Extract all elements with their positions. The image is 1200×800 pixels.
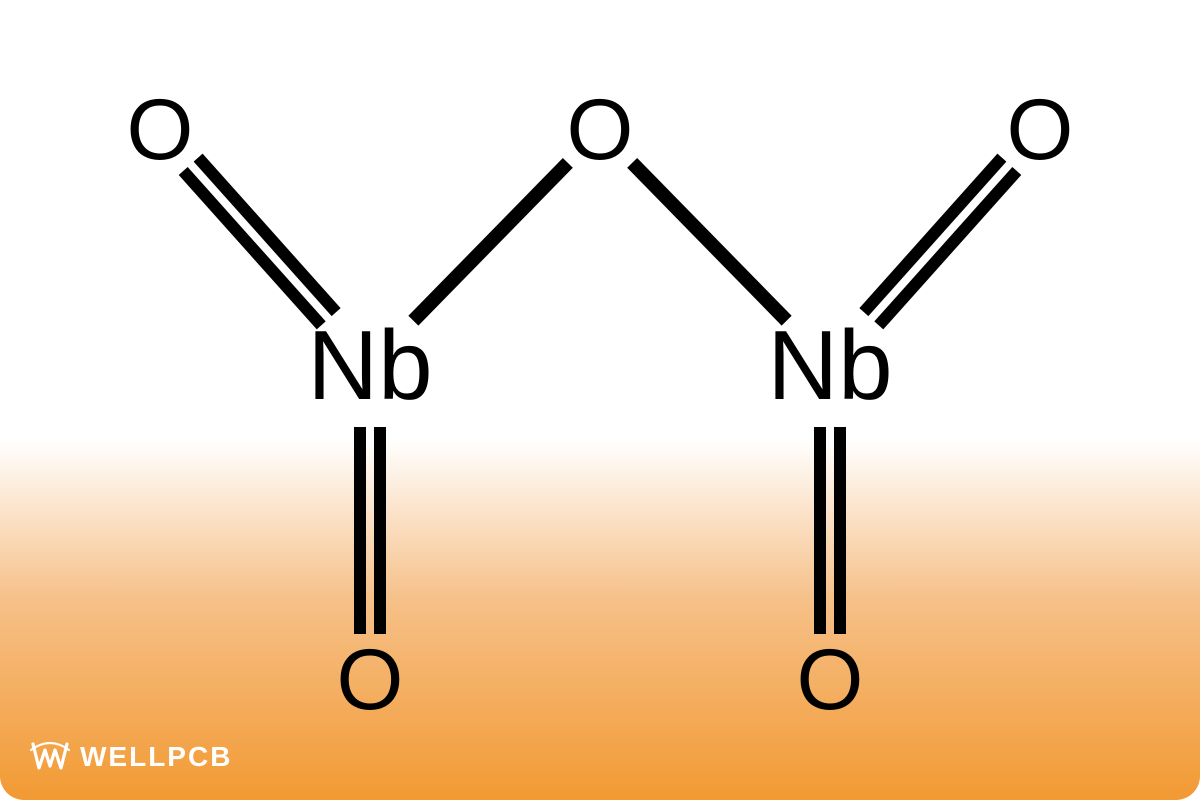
brand-logo-icon [30, 740, 70, 774]
atom-O_bl: O [337, 637, 404, 723]
atom-O_br: O [797, 637, 864, 723]
atom-O_tl: O [127, 87, 194, 173]
atom-O_top: O [567, 87, 634, 173]
bond-single [413, 163, 567, 321]
bond-double [879, 171, 1017, 325]
atom-Nb_left: Nb [307, 316, 432, 414]
diagram-card: O Nb Nb O O O O WELLPCB [0, 0, 1200, 800]
bond-double [864, 158, 1002, 312]
atom-O_tr: O [1007, 87, 1074, 173]
atom-Nb_right: Nb [767, 316, 892, 414]
bond-single [632, 163, 786, 321]
brand-logo: WELLPCB [30, 740, 232, 774]
bond-double [198, 158, 336, 312]
bond-double [183, 171, 321, 325]
brand-logo-text: WELLPCB [80, 741, 232, 773]
